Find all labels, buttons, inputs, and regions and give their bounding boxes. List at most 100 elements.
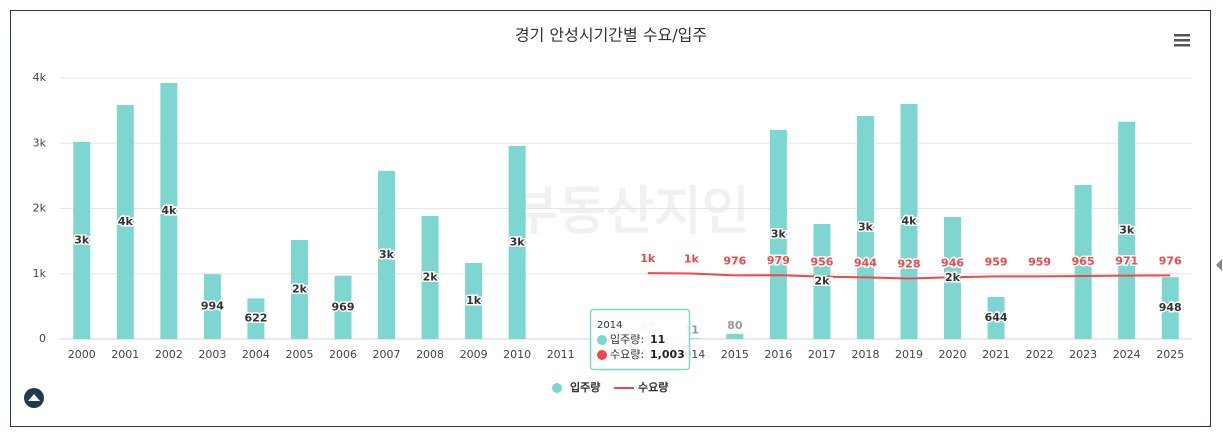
- line-value-label: 971: [1115, 255, 1138, 268]
- bar-value-label: 969: [332, 300, 355, 313]
- x-tick-label: 2007: [373, 348, 401, 361]
- chart-title: 경기 안성시기간별 수요/입주: [515, 26, 707, 45]
- menu-bar: [1174, 39, 1190, 42]
- bar-value-label: 2k: [423, 271, 439, 284]
- line-value-label: 959: [985, 255, 1008, 268]
- bar-value-label: 4k: [161, 204, 177, 217]
- tooltip-label: 수요량:: [610, 348, 644, 361]
- line-value-label: 976: [723, 254, 746, 267]
- line-value-label: 956: [810, 256, 833, 269]
- x-tick-label: 2018: [851, 348, 879, 361]
- menu-bar: [1174, 44, 1190, 47]
- x-tick-label: 2020: [939, 348, 967, 361]
- bar-value-label: 80: [727, 319, 743, 332]
- line-value-label: 944: [854, 256, 877, 269]
- bar-value-label: 3k: [1119, 223, 1135, 236]
- x-tick-label: 2005: [285, 348, 313, 361]
- line-value-label: 928: [898, 257, 921, 270]
- y-tick-label: 0: [39, 332, 46, 345]
- bar: [290, 240, 308, 339]
- bar: [987, 296, 1005, 339]
- x-tick-label: 2002: [155, 348, 183, 361]
- bar-value-label: 3k: [771, 228, 787, 241]
- bar: [726, 333, 744, 339]
- x-tick-label: 2004: [242, 348, 270, 361]
- bar: [378, 170, 396, 339]
- x-tick-label: 2010: [503, 348, 531, 361]
- line: [647, 272, 1171, 280]
- tooltip-symbol: [597, 350, 607, 360]
- bar: [856, 115, 874, 340]
- x-tick-label: 2001: [111, 348, 139, 361]
- tooltip-box: [589, 308, 691, 371]
- x-tick-label: 2021: [982, 348, 1010, 361]
- bar-value-label: 3k: [379, 248, 395, 261]
- x-tick-label: 2016: [764, 348, 792, 361]
- x-tick-label: 2003: [198, 348, 226, 361]
- x-tick-label: 2025: [1156, 348, 1184, 361]
- bar: [160, 83, 178, 339]
- side-handle[interactable]: [1216, 259, 1222, 271]
- x-tick-label: 2011: [547, 348, 575, 361]
- bar: [465, 262, 483, 339]
- y-tick-label: 2k: [33, 202, 47, 215]
- bar-value-label: 4k: [902, 214, 918, 227]
- tooltip: 2014 입주량: 11 수요량: 1,003: [589, 308, 691, 371]
- bar-value-label: 4k: [118, 215, 134, 228]
- bar-value-label: 948: [1159, 301, 1182, 314]
- logo-glyph: [28, 394, 40, 401]
- line-value-label: 1k: [640, 252, 656, 265]
- legend-symbol: [552, 383, 562, 393]
- bar-value-label: 622: [244, 312, 267, 325]
- y-tick-label: 3k: [33, 136, 47, 149]
- bar-value-label: 3k: [74, 233, 90, 246]
- x-tick-label: 2006: [329, 348, 357, 361]
- bar: [1118, 121, 1136, 339]
- bar: [900, 103, 918, 339]
- x-tick-label: 2000: [68, 348, 96, 361]
- line-value-label: 976: [1159, 254, 1182, 267]
- x-tick-label: 2009: [460, 348, 488, 361]
- tooltip-value: 11: [650, 333, 665, 346]
- line-value-label: 965: [1072, 255, 1095, 268]
- y-tick-label: 4k: [33, 71, 47, 84]
- x-tick-label: 2008: [416, 348, 444, 361]
- line-value-label: 1k: [684, 253, 700, 266]
- bar: [508, 145, 526, 339]
- bar: [1074, 185, 1092, 339]
- bar: [1161, 277, 1179, 339]
- bar-value-label: 3k: [510, 235, 526, 248]
- watermark: 부동산지인: [510, 182, 749, 242]
- line-value-label: 959: [1028, 255, 1051, 268]
- y-tick-label: 1k: [33, 267, 47, 280]
- bar: [682, 338, 700, 339]
- legend-label: 수요량: [638, 381, 668, 394]
- bar: [769, 130, 787, 339]
- tooltip-value: 1,003: [650, 348, 685, 361]
- legend-label: 입주량: [570, 381, 600, 394]
- x-tick-label: 2019: [895, 348, 923, 361]
- bar-value-label: 2k: [945, 271, 961, 284]
- bar: [421, 216, 439, 339]
- bar: [203, 274, 221, 339]
- bar: [116, 105, 134, 340]
- line-value-label: 979: [767, 254, 790, 267]
- x-tick-label: 2022: [1026, 348, 1054, 361]
- bar: [73, 141, 91, 339]
- line-value-label: 946: [941, 256, 964, 269]
- bar-value-label: 644: [985, 311, 1008, 324]
- tooltip-title: 2014: [597, 320, 622, 331]
- x-tick-label: 2024: [1113, 348, 1141, 361]
- bar-value-label: 2k: [292, 283, 308, 296]
- tooltip-label: 입주량:: [610, 333, 644, 346]
- bar: [813, 224, 831, 339]
- x-tick-label: 2015: [721, 348, 749, 361]
- tooltip-symbol: [597, 335, 607, 345]
- x-tick-label: 2023: [1069, 348, 1097, 361]
- bar-value-label: 1k: [466, 294, 482, 307]
- menu-bar: [1174, 34, 1190, 37]
- bar-value-label: 3k: [858, 220, 874, 233]
- menu-icon[interactable]: [1174, 34, 1190, 47]
- bar: [334, 275, 352, 339]
